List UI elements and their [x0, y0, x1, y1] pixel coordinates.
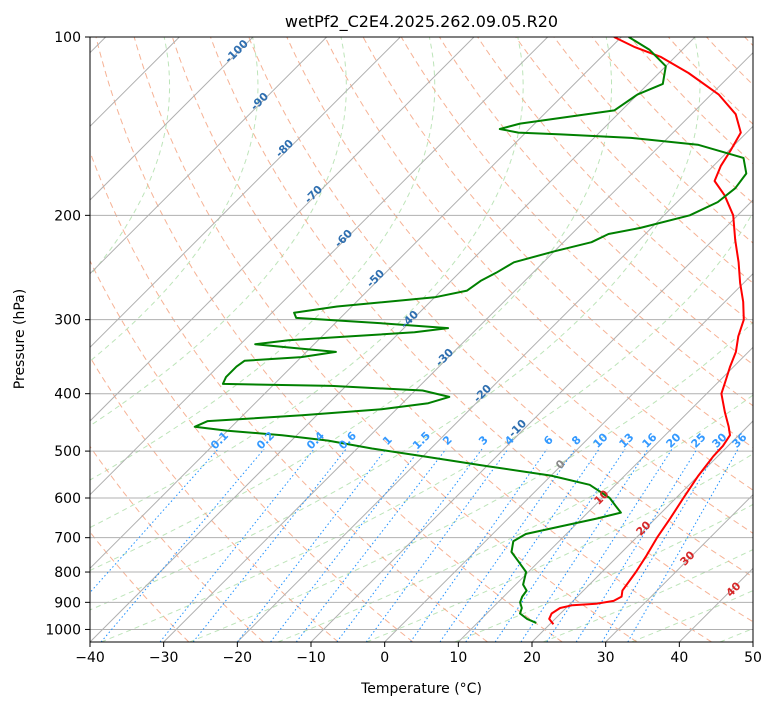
x-tick-label: 40 — [670, 650, 688, 666]
dry-adiabat-line — [210, 37, 753, 623]
y-tick-label: 600 — [54, 491, 81, 507]
reference-lines — [90, 37, 753, 642]
mixing-ratio-line — [192, 448, 347, 642]
mixing-ratio-line — [236, 448, 387, 642]
chart-title: wetPf2_C2E4.2025.262.09.05.R20 — [285, 12, 558, 32]
isopleth-line — [90, 37, 259, 362]
isotherm-line — [90, 37, 475, 422]
x-tick-label: 30 — [597, 650, 615, 666]
isopleth-line — [90, 37, 171, 277]
isotherm-line — [90, 37, 696, 642]
temperature-trace — [548, 37, 745, 625]
x-tick-label: −30 — [149, 650, 179, 666]
dry-adiabat-line — [133, 37, 638, 642]
isotherm-line — [90, 37, 254, 201]
isotherm-line — [236, 125, 753, 642]
dry-adiabat-line — [171, 37, 712, 642]
y-axis: 1000 900 800 700 600 500 400 300 200 100 — [45, 30, 90, 638]
isotherm-line — [90, 37, 328, 275]
mixing-ratio-line — [627, 448, 739, 642]
isopleth-line — [101, 211, 753, 642]
y-axis-label: Pressure (hPa) — [12, 289, 28, 389]
x-tick-label: 0 — [380, 650, 389, 666]
y-tick-label: 100 — [54, 30, 81, 46]
y-tick-label: 800 — [54, 565, 81, 581]
y-tick-label: 1000 — [45, 622, 81, 638]
isopleth-line — [90, 37, 347, 427]
y-tick-label: 300 — [54, 313, 81, 329]
dry-adiabat-line — [248, 37, 753, 578]
plot-frame — [89, 36, 754, 643]
x-tick-label: 10 — [449, 650, 467, 666]
isotherm-line — [163, 51, 753, 642]
x-tick-label: −20 — [223, 650, 253, 666]
mixing-ratio-line — [520, 448, 649, 642]
y-tick-label: 200 — [54, 208, 81, 224]
isopleth-line — [189, 321, 753, 642]
dry-adiabat-line — [400, 37, 753, 407]
mixing-ratio-line — [494, 448, 626, 642]
dry-adiabat-line — [477, 37, 753, 325]
dry-adiabat-line — [90, 445, 264, 642]
mixing-ratio-line — [410, 448, 548, 642]
isopleth-line — [90, 37, 701, 611]
x-tick-label: 50 — [744, 650, 762, 666]
isotherm-line — [90, 37, 622, 570]
sounding-traces — [193, 37, 748, 625]
x-tick-label: −10 — [296, 650, 326, 666]
mixing-ratio-line — [90, 448, 219, 594]
mixing-ratio-line — [336, 448, 483, 642]
isotherm-line — [310, 199, 753, 642]
mixing-ratio-line — [159, 448, 315, 642]
dry-adiabat-line — [95, 37, 563, 642]
x-axis-label: Temperature (°C) — [360, 681, 482, 697]
y-tick-label: 500 — [54, 444, 81, 460]
dewpoint-trace — [193, 37, 748, 624]
y-tick-label: 700 — [54, 531, 81, 547]
y-tick-label: 900 — [54, 595, 81, 611]
isotherm-line — [531, 420, 753, 642]
dry-adiabat-line — [591, 37, 753, 204]
isopleth-line — [90, 37, 613, 572]
mixing-ratio-line — [465, 448, 600, 642]
dry-adiabat-line — [90, 259, 414, 642]
x-axis: −40 −30 −20 −10 0 10 20 30 40 50 — [75, 642, 762, 666]
y-tick-label: 400 — [54, 387, 81, 403]
mixing-ratio-line — [439, 448, 576, 642]
x-tick-label: −40 — [75, 650, 105, 666]
mixing-ratio-line — [270, 448, 421, 642]
isotherm-line — [90, 37, 401, 349]
dry-adiabat-line — [629, 37, 753, 165]
isotherm-line — [90, 37, 549, 496]
mixing-ratio-line — [295, 448, 447, 642]
isopleth-line — [90, 37, 524, 529]
mixing-ratio-line — [601, 448, 719, 642]
dry-adiabat-line — [324, 37, 753, 491]
isotherm-line — [457, 346, 753, 642]
dry-adiabat-line — [515, 37, 753, 284]
isotherm-line — [605, 493, 753, 642]
isotherm-line — [384, 272, 753, 642]
x-tick-label: 20 — [523, 650, 541, 666]
